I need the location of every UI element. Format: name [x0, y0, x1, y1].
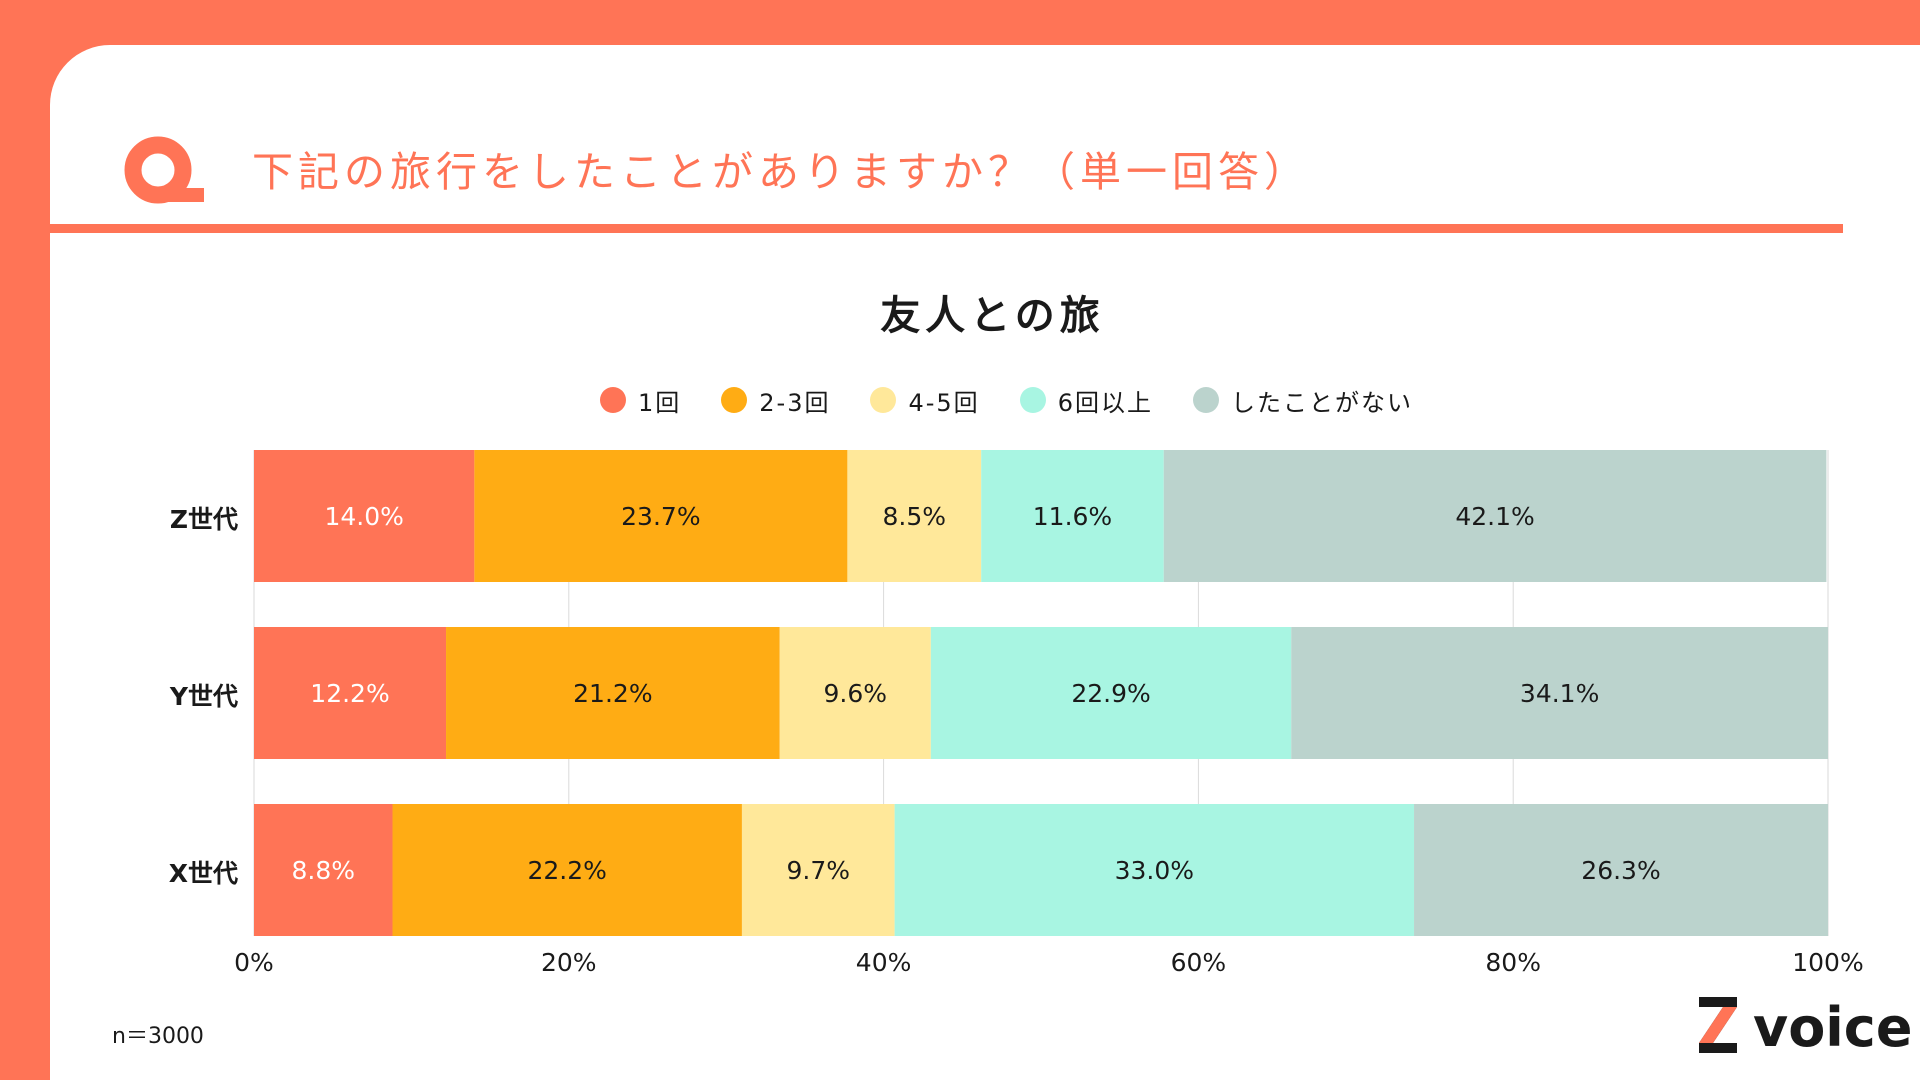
bar-segment — [1414, 804, 1828, 936]
legend-item-5: したことがない — [1192, 383, 1413, 418]
legend-label-5: したことがない — [1230, 388, 1413, 417]
row-label-y-gen: Y世代 — [169, 682, 238, 711]
data-label: 9.6% — [824, 679, 888, 708]
bar-segment — [847, 450, 982, 582]
stacked-bar-chart: 14.0% 23.7% 8.5% 11.6% 42.1% 12.2% 21.2% 9.6% 22… — [253, 450, 1829, 936]
data-label: 21.2% — [573, 679, 652, 708]
x-tick-label: 20% — [541, 948, 597, 977]
z-logo-icon — [1699, 997, 1737, 1053]
data-label: 23.7% — [621, 502, 700, 531]
legend-label-2: 2-3回 — [759, 388, 831, 417]
bar-segment — [981, 450, 1164, 582]
bar-segment — [254, 804, 393, 936]
data-label: 42.1% — [1455, 502, 1534, 531]
brand-logo: voice — [1697, 995, 1912, 1055]
bar-segment — [1291, 627, 1828, 759]
data-label: 26.3% — [1581, 856, 1660, 885]
chart-title: 友人との旅 — [880, 293, 1105, 339]
bar-segment — [930, 627, 1292, 759]
data-label: 34.1% — [1520, 679, 1599, 708]
row-label-x-gen: X世代 — [168, 859, 238, 888]
chart-legend: 1回 2-3回 4-5回 6回以上 したことがない — [600, 380, 1453, 420]
bar-segment — [446, 627, 780, 759]
brand-text: voice — [1753, 996, 1913, 1059]
legend-item-4: 6回以上 — [1019, 383, 1153, 418]
header-divider — [50, 224, 1843, 233]
chart-plot-area: 14.0% 23.7% 8.5% 11.6% 42.1% 12.2% 21.2% 9.6% 22… — [253, 450, 1829, 936]
legend-label-4: 6回以上 — [1057, 388, 1153, 417]
legend-item-2: 2-3回 — [721, 383, 830, 418]
legend-swatch-3 — [870, 387, 897, 413]
data-label: 22.9% — [1071, 679, 1150, 708]
bar-segment — [254, 627, 447, 759]
bar-segment — [1163, 450, 1827, 582]
data-label: 11.6% — [1033, 502, 1112, 531]
legend-swatch-2 — [721, 387, 748, 413]
legend-item-1: 1回 — [600, 383, 681, 418]
data-label: 22.2% — [528, 856, 607, 885]
x-tick-label: 100% — [1792, 948, 1864, 977]
data-label: 9.7% — [787, 856, 851, 885]
data-label: 14.0% — [324, 502, 403, 531]
legend-swatch-1 — [600, 387, 626, 413]
bar-segment — [392, 804, 742, 936]
bar-segment — [474, 450, 848, 582]
x-tick-label: 0% — [234, 948, 274, 977]
x-tick-label: 40% — [855, 948, 912, 977]
bar-segment — [894, 804, 1415, 936]
data-label: 8.5% — [883, 502, 947, 531]
x-tick-label: 80% — [1485, 948, 1541, 977]
legend-swatch-5 — [1192, 387, 1219, 413]
data-label: 8.8% — [291, 856, 355, 885]
data-label: 33.0% — [1115, 856, 1194, 885]
bar-segment — [254, 450, 475, 582]
question-q-icon — [124, 136, 204, 204]
legend-swatch-4 — [1019, 387, 1046, 413]
data-label: 12.2% — [310, 679, 389, 708]
legend-item-3: 4-5回 — [870, 383, 979, 418]
sample-size-note: n＝3000 — [112, 1024, 204, 1049]
legend-label-1: 1回 — [638, 388, 682, 417]
x-tick-label: 60% — [1170, 948, 1227, 977]
bar-segment — [779, 627, 931, 759]
bar-segment — [741, 804, 895, 936]
legend-label-3: 4-5回 — [908, 388, 980, 417]
question-title: 下記の旅行をしたことがありますか？（単一回答） — [252, 148, 1310, 196]
row-label-z-gen: Z世代 — [169, 505, 238, 534]
